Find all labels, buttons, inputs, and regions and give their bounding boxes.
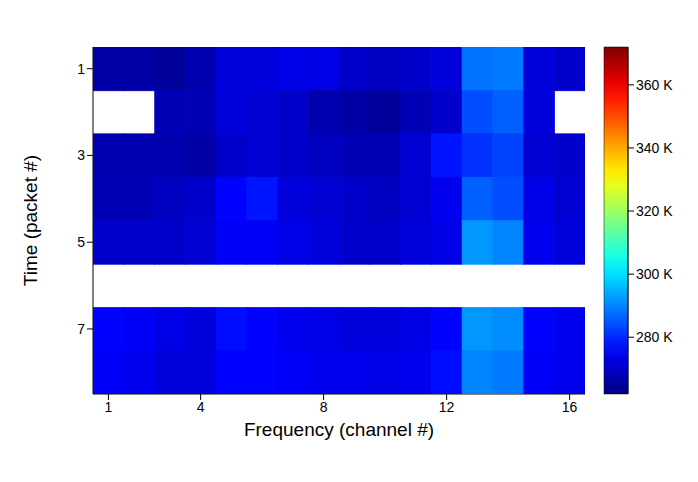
svg-text:1: 1 bbox=[77, 61, 85, 77]
svg-text:8: 8 bbox=[320, 399, 328, 415]
svg-text:Frequency (channel #): Frequency (channel #) bbox=[244, 419, 434, 440]
svg-text:Time (packet #): Time (packet #) bbox=[20, 155, 41, 286]
svg-text:4: 4 bbox=[197, 399, 205, 415]
svg-text:1: 1 bbox=[104, 399, 112, 415]
svg-text:280 K: 280 K bbox=[636, 329, 673, 345]
svg-text:340 K: 340 K bbox=[636, 140, 673, 156]
svg-text:360 K: 360 K bbox=[636, 77, 673, 93]
svg-text:7: 7 bbox=[77, 321, 85, 337]
svg-text:12: 12 bbox=[439, 399, 455, 415]
svg-text:320 K: 320 K bbox=[636, 203, 673, 219]
svg-text:16: 16 bbox=[562, 399, 578, 415]
svg-text:3: 3 bbox=[77, 147, 85, 163]
svg-text:5: 5 bbox=[77, 234, 85, 250]
svg-text:300 K: 300 K bbox=[636, 266, 673, 282]
